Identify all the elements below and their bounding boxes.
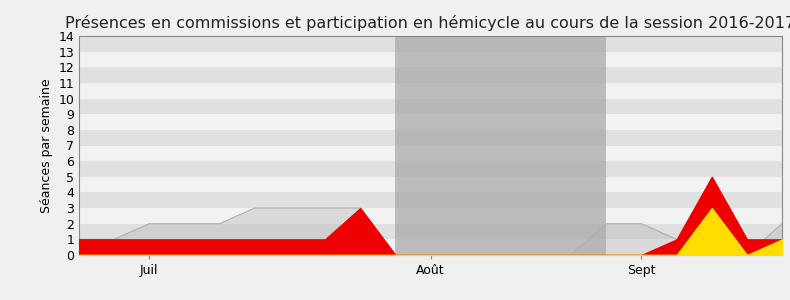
Bar	[79, 208, 782, 224]
Bar	[395, 36, 607, 255]
Bar	[79, 146, 782, 161]
Y-axis label: Séances par semaine: Séances par semaine	[40, 78, 53, 213]
Bar	[79, 192, 782, 208]
Bar	[79, 130, 782, 146]
Bar	[79, 52, 782, 67]
Bar	[79, 83, 782, 99]
Bar	[79, 161, 782, 177]
Bar	[79, 239, 782, 255]
Bar	[79, 177, 782, 192]
Bar	[79, 67, 782, 83]
Bar	[79, 36, 782, 52]
Bar	[79, 114, 782, 130]
Bar	[79, 99, 782, 114]
Bar	[79, 224, 782, 239]
Title: Présences en commissions et participation en hémicycle au cours de la session 20: Présences en commissions et participatio…	[66, 15, 790, 31]
